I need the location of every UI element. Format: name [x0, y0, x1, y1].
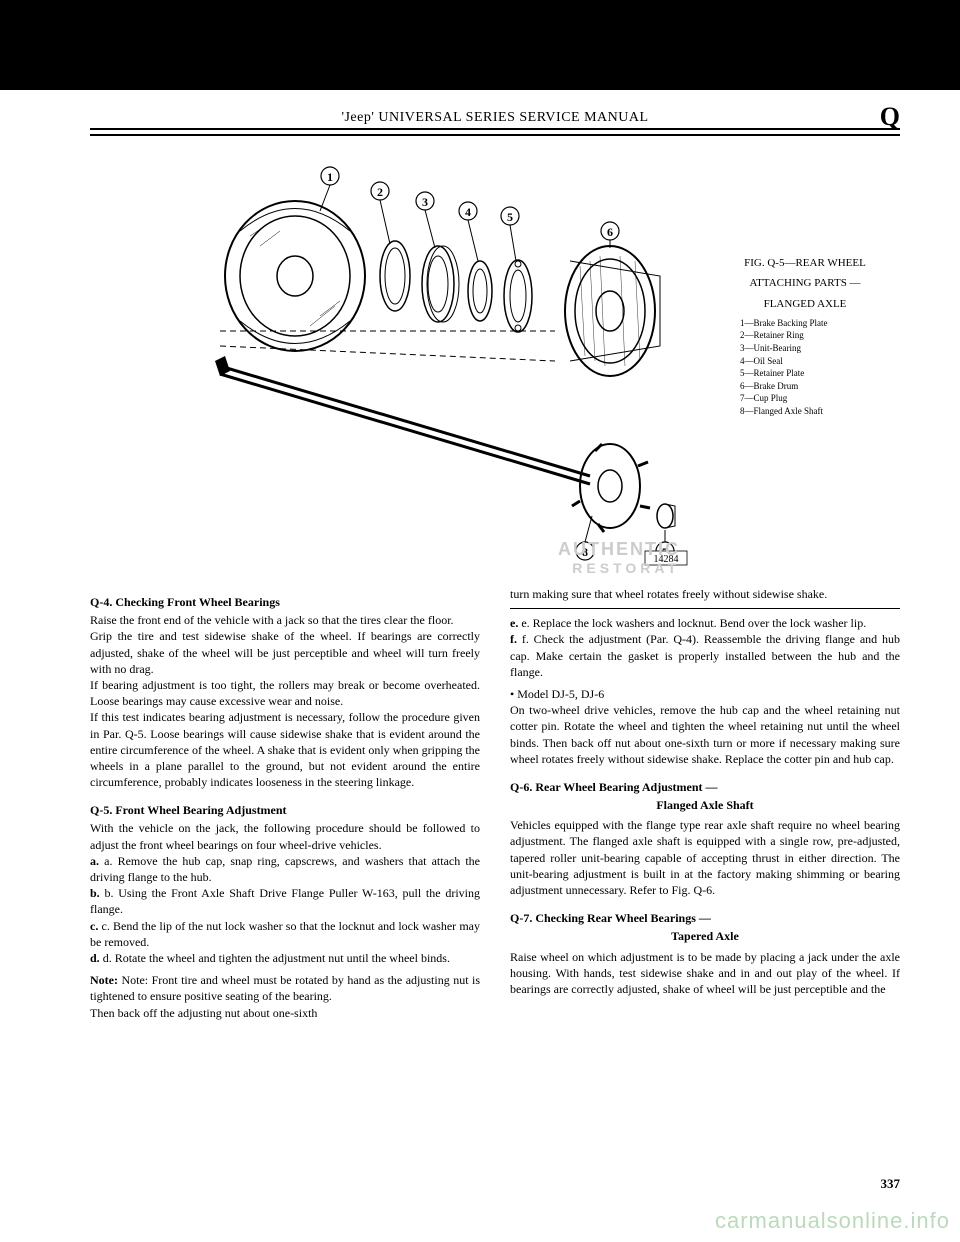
step-e: e. e. Replace the lock washers and lockn… — [510, 615, 900, 631]
watermark-authentic: AUTHENTIC RESTORAT — [558, 539, 680, 576]
part-5: 5—Retainer Plate — [740, 367, 900, 380]
page-number: 337 — [881, 1176, 901, 1192]
e-text: e. Replace the lock washers and locknut.… — [521, 616, 866, 630]
q7-sub: Tapered Axle — [510, 928, 900, 944]
header-rule — [90, 134, 900, 136]
q5-b-text: b. Using the Front Axle Shaft Drive Flan… — [90, 886, 480, 916]
right-column: turn making sure that wheel rotates free… — [510, 586, 900, 1021]
model-p: On two-wheel drive vehicles, remove the … — [510, 702, 900, 767]
part-3: 3—Unit-Bearing — [740, 342, 900, 355]
q5-c: c. c. Bend the lip of the nut lock washe… — [90, 918, 480, 950]
q4-p2: Grip the tire and test sidewise shake of… — [90, 628, 480, 677]
top-black-bar — [0, 0, 960, 90]
f-text: f. Check the adjustment (Par. Q-4). Reas… — [510, 632, 900, 678]
q6-heading: Q-6. Rear Wheel Bearing Adjustment — — [510, 779, 900, 795]
wm-line1: AUTHENTIC — [558, 539, 680, 559]
parts-list: 1—Brake Backing Plate 2—Retainer Ring 3—… — [740, 317, 900, 418]
svg-text:4: 4 — [465, 205, 471, 219]
divider — [510, 608, 900, 609]
left-column: Q-4. Checking Front Wheel Bearings Raise… — [90, 586, 480, 1021]
q5-a: a. a. Remove the hub cap, snap ring, cap… — [90, 853, 480, 885]
step-f: f. f. Check the adjustment (Par. Q-4). R… — [510, 631, 900, 680]
q4-p1: Raise the front end of the vehicle with … — [90, 612, 480, 628]
svg-text:1: 1 — [327, 170, 333, 184]
q7-heading: Q-7. Checking Rear Wheel Bearings — — [510, 910, 900, 926]
q5-d-text: d. Rotate the wheel and tighten the adju… — [103, 951, 450, 965]
part-1: 1—Brake Backing Plate — [740, 317, 900, 330]
svg-text:3: 3 — [422, 195, 428, 209]
q5-heading: Q-5. Front Wheel Bearing Adjustment — [90, 802, 480, 818]
cont1: turn making sure that wheel rotates free… — [510, 586, 900, 602]
fig-title-2: ATTACHING PARTS — — [710, 276, 900, 290]
page-header: 'Jeep' UNIVERSAL SERIES SERVICE MANUAL Q — [90, 110, 900, 130]
figure-q5: 1 2 3 4 5 6 7 8 14284 — [90, 156, 900, 576]
exploded-diagram: 1 2 3 4 5 6 7 8 14284 — [190, 156, 690, 566]
q5-note: Note: Note: Front tire and wheel must be… — [90, 972, 480, 1004]
q5-note-text: Note: Front tire and wheel must be rotat… — [90, 973, 480, 1003]
q6-sub: Flanged Axle Shaft — [510, 797, 900, 813]
q5-c-text: c. Bend the lip of the nut lock washer s… — [90, 919, 480, 949]
part-4: 4—Oil Seal — [740, 355, 900, 368]
wm-line2: RESTORAT — [558, 560, 680, 576]
fig-title-3: FLANGED AXLE — [710, 297, 900, 311]
q4-p3: If bearing adjustment is too tight, the … — [90, 677, 480, 709]
part-6: 6—Brake Drum — [740, 380, 900, 393]
q5-b: b. b. Using the Front Axle Shaft Drive F… — [90, 885, 480, 917]
q4-heading: Q-4. Checking Front Wheel Bearings — [90, 594, 480, 610]
q5-then: Then back off the adjusting nut about on… — [90, 1005, 480, 1021]
q7-p: Raise wheel on which adjustment is to be… — [510, 949, 900, 998]
model-head: • Model DJ-5, DJ-6 — [510, 686, 900, 702]
q4-p4: If this test indicates bearing adjustmen… — [90, 709, 480, 790]
part-7: 7—Cup Plug — [740, 392, 900, 405]
text-columns: Q-4. Checking Front Wheel Bearings Raise… — [90, 586, 900, 1021]
figure-caption: FIG. Q-5—REAR WHEEL ATTACHING PARTS — FL… — [710, 256, 900, 418]
section-letter: Q — [880, 102, 900, 132]
q6-p: Vehicles equipped with the flange type r… — [510, 817, 900, 898]
fig-title-1: FIG. Q-5—REAR WHEEL — [710, 256, 900, 270]
header-title: 'Jeep' UNIVERSAL SERIES SERVICE MANUAL — [341, 110, 648, 126]
page-content: 'Jeep' UNIVERSAL SERIES SERVICE MANUAL Q — [0, 90, 960, 1041]
q5-p1: With the vehicle on the jack, the follow… — [90, 820, 480, 852]
svg-text:5: 5 — [507, 210, 513, 224]
q5-d: d. d. Rotate the wheel and tighten the a… — [90, 950, 480, 966]
part-8: 8—Flanged Axle Shaft — [740, 405, 900, 418]
part-2: 2—Retainer Ring — [740, 329, 900, 342]
q5-a-text: a. Remove the hub cap, snap ring, capscr… — [90, 854, 480, 884]
svg-text:2: 2 — [377, 185, 383, 199]
svg-text:6: 6 — [607, 225, 613, 239]
footer-watermark: carmanualsonline.info — [715, 1208, 950, 1234]
